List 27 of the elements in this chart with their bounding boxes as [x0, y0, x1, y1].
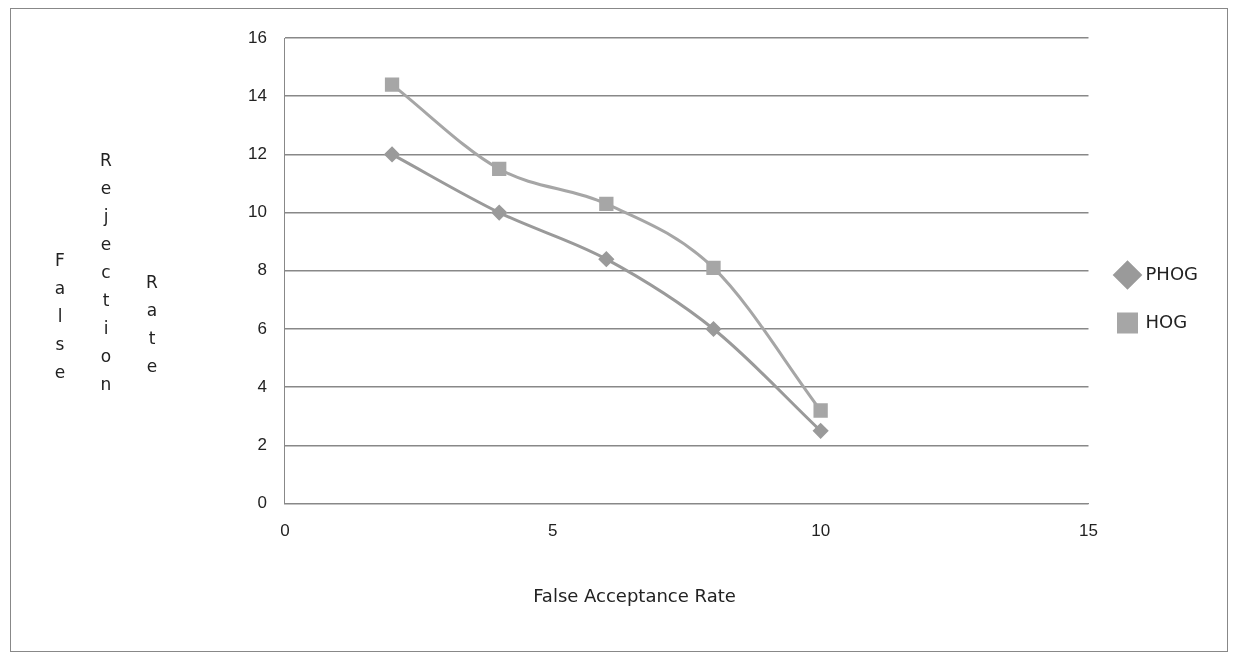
point: [706, 260, 721, 276]
y-tick-label: 12: [247, 144, 267, 164]
x-tick-label: 0: [280, 521, 290, 541]
legend-label: HOG: [1145, 310, 1188, 332]
point: [598, 251, 614, 267]
x-axis-title: False Acceptance Rate: [532, 585, 737, 606]
text: False Rejection Rate: [50, 150, 162, 402]
y-tick-label: 8: [257, 260, 267, 280]
x-tick-label: 10: [811, 521, 831, 541]
y-tick-label: 4: [257, 376, 267, 396]
y-tick-label: 14: [247, 85, 267, 105]
point: [384, 77, 400, 92]
y-tick-label: 0: [257, 493, 267, 513]
point: [492, 161, 507, 177]
y-tick-label: 2: [257, 435, 267, 455]
point: [705, 321, 721, 337]
point: [599, 196, 614, 212]
x-tick-label: 5: [548, 521, 558, 541]
y-tick-label: 16: [247, 27, 267, 47]
x-tick-label: 15: [1079, 521, 1098, 541]
point: [384, 146, 400, 162]
y-tick-label: 6: [257, 318, 267, 338]
legend-label: PHOG: [1145, 262, 1199, 284]
point: [813, 403, 828, 418]
point: [813, 423, 829, 439]
point: [491, 205, 507, 221]
y-tick-label: 10: [247, 202, 267, 222]
